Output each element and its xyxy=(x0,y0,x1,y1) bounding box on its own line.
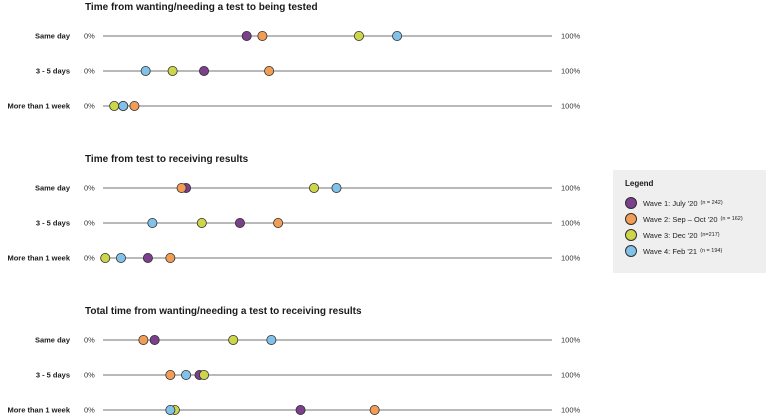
row-label-p1-r1: Same day xyxy=(35,32,71,41)
axis-max-label-p3-r1: 100% xyxy=(561,336,581,345)
legend-label-wave-1: Wave 1: July '20 xyxy=(643,198,698,208)
row-label-p1-r3: More than 1 week xyxy=(7,102,70,111)
data-point-p3-r1-wave-4 xyxy=(266,334,277,345)
axis-max-label-p2-r3: 100% xyxy=(561,254,581,263)
legend-n-wave-4: (n = 194) xyxy=(700,248,723,254)
axis-max-label-p3-r3: 100% xyxy=(561,406,581,415)
panel-title-3: Total time from wanting/needing a test t… xyxy=(85,306,362,317)
axis-max-label-p1-r2: 100% xyxy=(561,67,581,76)
panel-title-1: Time from wanting/needing a test to bein… xyxy=(85,2,318,13)
data-point-p1-r3-wave-2 xyxy=(129,101,140,112)
axis-max-label-p1-r1: 100% xyxy=(561,32,581,41)
data-point-p2-r2-wave-1 xyxy=(234,217,245,228)
row-label-p3-r1: Same day xyxy=(35,336,71,345)
data-point-p1-r1-wave-2 xyxy=(257,30,268,41)
legend-label-wave-4: Wave 4: Feb '21 xyxy=(643,246,698,256)
legend-label-wave-3: Wave 3: Dec '20 xyxy=(643,230,698,240)
axis-min-label-p3-r2: 0% xyxy=(84,371,95,380)
data-point-p1-r2-wave-4 xyxy=(140,66,151,77)
data-point-p1-r3-wave-3 xyxy=(109,101,120,112)
panel-title-2: Time from test to receiving results xyxy=(85,154,249,165)
data-point-p1-r1-wave-1 xyxy=(241,30,252,41)
legend-swatch-wave-3 xyxy=(625,229,637,241)
data-point-p3-r2-wave-4 xyxy=(181,369,192,380)
data-point-p2-r3-wave-3 xyxy=(100,252,111,263)
axis-min-label-p3-r1: 0% xyxy=(84,336,95,345)
data-point-p2-r1-wave-2 xyxy=(176,182,187,193)
axis-max-label-p1-r3: 100% xyxy=(561,102,581,111)
data-point-p1-r2-wave-3 xyxy=(167,66,178,77)
data-point-p1-r3-wave-4 xyxy=(118,101,129,112)
row-label-p2-r2: 3 - 5 days xyxy=(36,219,70,228)
legend-n-wave-2: (n = 162) xyxy=(720,216,743,222)
axis-min-label-p1-r2: 0% xyxy=(84,67,95,76)
legend-label-wave-2: Wave 2: Sep – Oct '20 xyxy=(643,214,718,224)
data-point-p3-r3-wave-2 xyxy=(369,404,380,415)
legend-swatch-wave-4 xyxy=(625,245,637,257)
axis-max-label-p2-r1: 100% xyxy=(561,184,581,193)
data-point-p2-r3-wave-2 xyxy=(165,252,176,263)
legend-swatch-wave-2 xyxy=(625,213,637,225)
data-point-p2-r2-wave-4 xyxy=(147,217,158,228)
legend-swatch-wave-1 xyxy=(625,197,637,209)
data-point-p3-r3-wave-4 xyxy=(165,404,176,415)
legend-n-wave-3: (n=217) xyxy=(700,232,720,238)
data-point-p2-r1-wave-3 xyxy=(309,182,320,193)
axis-min-label-p2-r2: 0% xyxy=(84,219,95,228)
axis-max-label-p2-r2: 100% xyxy=(561,219,581,228)
row-label-p2-r3: More than 1 week xyxy=(7,254,70,263)
row-label-p1-r2: 3 - 5 days xyxy=(36,67,70,76)
legend-item-wave-1: Wave 1: July '20 (n = 242) xyxy=(625,195,754,211)
legend-item-wave-2: Wave 2: Sep – Oct '20 (n = 162) xyxy=(625,211,754,227)
data-point-p1-r1-wave-3 xyxy=(353,30,364,41)
data-point-p2-r3-wave-1 xyxy=(142,252,153,263)
data-point-p1-r2-wave-2 xyxy=(264,66,275,77)
legend-title: Legend xyxy=(625,179,654,188)
axis-max-label-p3-r2: 100% xyxy=(561,371,581,380)
row-label-p2-r1: Same day xyxy=(35,184,71,193)
data-point-p3-r1-wave-3 xyxy=(228,334,239,345)
data-point-p3-r2-wave-3 xyxy=(199,369,210,380)
axis-min-label-p3-r3: 0% xyxy=(84,406,95,415)
row-label-p3-r3: More than 1 week xyxy=(7,406,70,415)
legend: Legend Wave 1: July '20 (n = 242) Wave 2… xyxy=(613,170,766,273)
data-point-p2-r2-wave-3 xyxy=(196,217,207,228)
legend-n-wave-1: (n = 242) xyxy=(700,200,723,206)
data-point-p3-r1-wave-1 xyxy=(149,334,160,345)
axis-min-label-p1-r3: 0% xyxy=(84,102,95,111)
axis-min-label-p1-r1: 0% xyxy=(84,32,95,41)
data-point-p3-r2-wave-2 xyxy=(165,369,176,380)
data-point-p2-r1-wave-4 xyxy=(331,182,342,193)
data-point-p2-r2-wave-2 xyxy=(273,217,284,228)
data-point-p1-r2-wave-1 xyxy=(199,66,210,77)
data-point-p2-r3-wave-4 xyxy=(115,252,126,263)
axis-min-label-p2-r3: 0% xyxy=(84,254,95,263)
legend-item-wave-4: Wave 4: Feb '21 (n = 194) xyxy=(625,243,754,259)
data-point-p3-r1-wave-2 xyxy=(138,334,149,345)
data-point-p1-r1-wave-4 xyxy=(392,30,403,41)
data-point-p3-r3-wave-1 xyxy=(295,404,306,415)
axis-min-label-p2-r1: 0% xyxy=(84,184,95,193)
legend-item-wave-3: Wave 3: Dec '20 (n=217) xyxy=(625,227,754,243)
row-label-p3-r2: 3 - 5 days xyxy=(36,371,70,380)
